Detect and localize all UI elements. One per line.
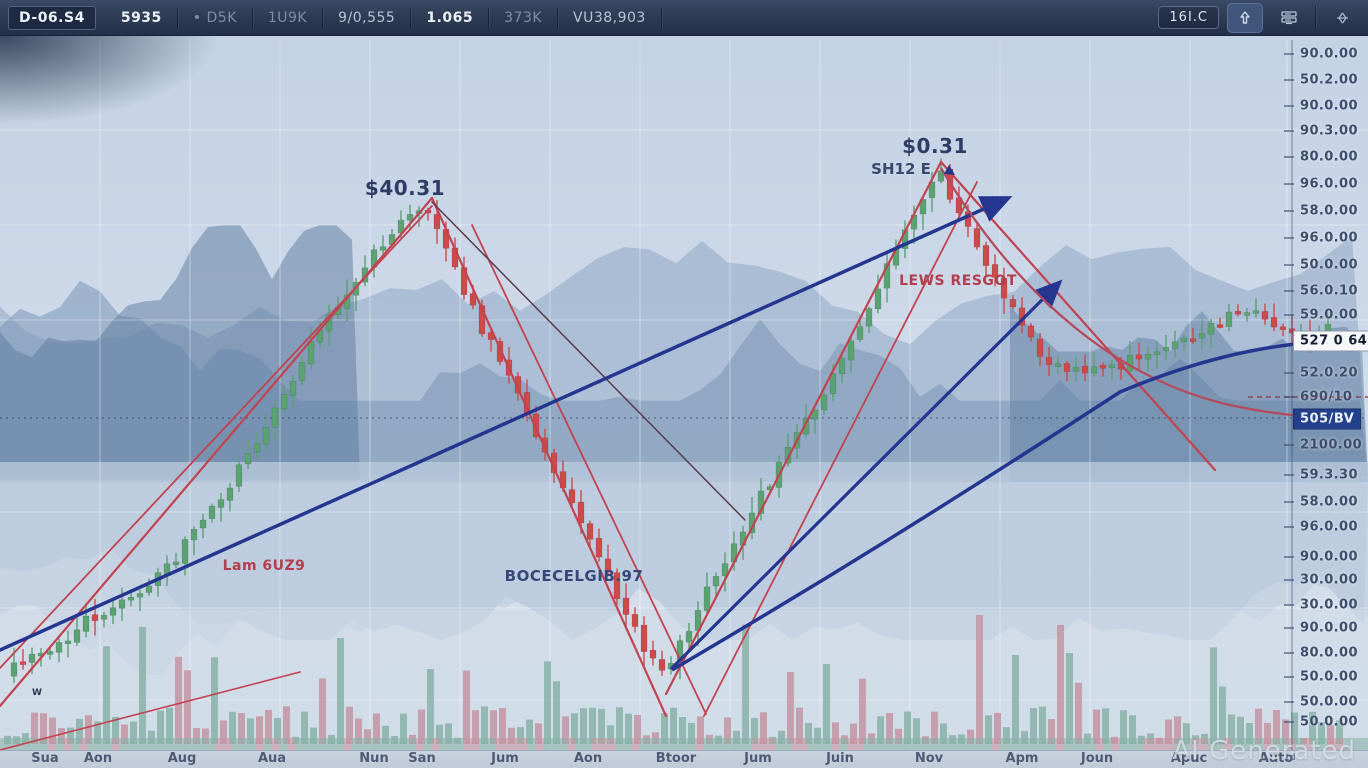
toolbar-stat: 1U9K [253, 7, 324, 28]
toolbar-stat: 1.065 [411, 7, 490, 28]
x-axis-band [0, 750, 1368, 768]
arrow-up-icon [1237, 10, 1253, 26]
toolbar-stat: • D5K [178, 7, 253, 28]
y-axis-label: 690/10 [1300, 389, 1353, 405]
share-nodes-icon [1334, 10, 1351, 26]
candlestick-chart [0, 40, 1368, 752]
indicator-price-tag: 505/BV [1293, 408, 1362, 430]
toolbar-stat: VU38,903 [558, 7, 662, 28]
y-axis-label: 90.0.00 [1300, 46, 1358, 62]
y-axis-label: 30.0.00 [1300, 572, 1358, 588]
peak2-price-label: $0.31 [902, 134, 968, 158]
resistance-label: LEWS RESGOT [899, 273, 1017, 289]
x-axis-label: Aon [573, 751, 603, 766]
y-axis-label: 59.3.30 [1300, 467, 1358, 483]
timeframe-button[interactable]: 16I.C [1158, 6, 1219, 29]
server-list-button[interactable] [1271, 3, 1307, 33]
share-nodes-button[interactable] [1324, 3, 1360, 33]
y-axis-label: 80.0.00 [1300, 149, 1358, 165]
toolbar-stats: D-06.S4 5935 • D5K 1U9K 9/0,555 1.065 373K VU38… [8, 0, 662, 35]
x-axis-label: Jum [491, 751, 519, 766]
y-axis-label: 90.0.00 [1300, 98, 1358, 114]
toolbar-stat: 5935 [106, 7, 178, 28]
y-axis-label: 90.3.00 [1300, 123, 1358, 139]
y-axis-label: 90.0.00 [1300, 549, 1358, 565]
top-toolbar: D-06.S4 5935 • D5K 1U9K 9/0,555 1.065 373K VU38… [0, 0, 1368, 36]
mini-timeframe-label: 1d [1284, 753, 1296, 763]
y-axis-label: 58.0.00 [1300, 494, 1358, 510]
y-axis-label: 96.0.00 [1300, 519, 1358, 535]
y-axis-label: 50.0.00 [1300, 714, 1358, 730]
y-axis-label: 2100.00 [1300, 437, 1363, 453]
y-axis-label: 50.2.00 [1300, 72, 1358, 88]
y-axis-label: 80.0.00 [1300, 645, 1358, 661]
x-axis-label: Nov [914, 751, 944, 766]
toolbar-stat: 373K [489, 7, 559, 28]
y-axis-label: 56.0.10 [1300, 283, 1358, 299]
x-axis-label: Sua [31, 751, 59, 766]
tiny-w-label: W [32, 688, 42, 698]
y-axis-label: 50.0.00 [1300, 257, 1358, 273]
peak2-sub-label: SH12 E [871, 160, 931, 178]
x-axis-label: San [408, 751, 436, 766]
y-axis-label: 96.0.00 [1300, 176, 1358, 192]
y-axis-label: 30.0.00 [1300, 597, 1358, 613]
x-axis-label: Joun [1080, 751, 1114, 766]
y-axis-label: 50.0.00 [1300, 669, 1358, 685]
arrow-up-button[interactable] [1227, 2, 1263, 33]
y-axis-label: 58.0.00 [1300, 203, 1358, 219]
x-axis-label: Aon [83, 751, 113, 766]
peak1-price-label: $40.31 [364, 176, 446, 200]
y-axis-label: 96.0.00 [1300, 230, 1358, 246]
pattern-label: BOCECELGIB.97 [504, 567, 644, 585]
support-label: Lam 6UZ9 [222, 558, 306, 574]
x-axis-label: Jum [744, 751, 772, 766]
toolbar-stat: D-06.S4 [8, 5, 96, 30]
ai-generated-watermark: AI Generated [1172, 736, 1356, 766]
y-axis-label: 50.0.00 [1300, 694, 1358, 710]
x-axis-label: Aua [257, 751, 287, 766]
x-axis-label: Nun [359, 751, 389, 766]
server-list-icon [1280, 10, 1298, 26]
x-axis-label: Btoor [655, 751, 697, 766]
y-axis-label: 52.0.20 [1300, 365, 1358, 381]
x-axis-label: Aug [167, 751, 197, 766]
y-axis-label: 90.0.00 [1300, 620, 1358, 636]
toolbar-stat: 9/0,555 [323, 7, 412, 28]
x-axis-label: Juin [826, 751, 854, 766]
current-price-tag: 527 0 649 [1293, 330, 1368, 352]
toolbar-separator [1315, 5, 1316, 30]
x-axis-label: Auto [1258, 751, 1294, 766]
x-axis-label: Apuc [1170, 751, 1208, 766]
x-axis-label: Apm [1005, 751, 1039, 766]
toolbar-actions: 16I.C [1158, 2, 1360, 33]
y-axis-label: 59.0.00 [1300, 307, 1358, 323]
